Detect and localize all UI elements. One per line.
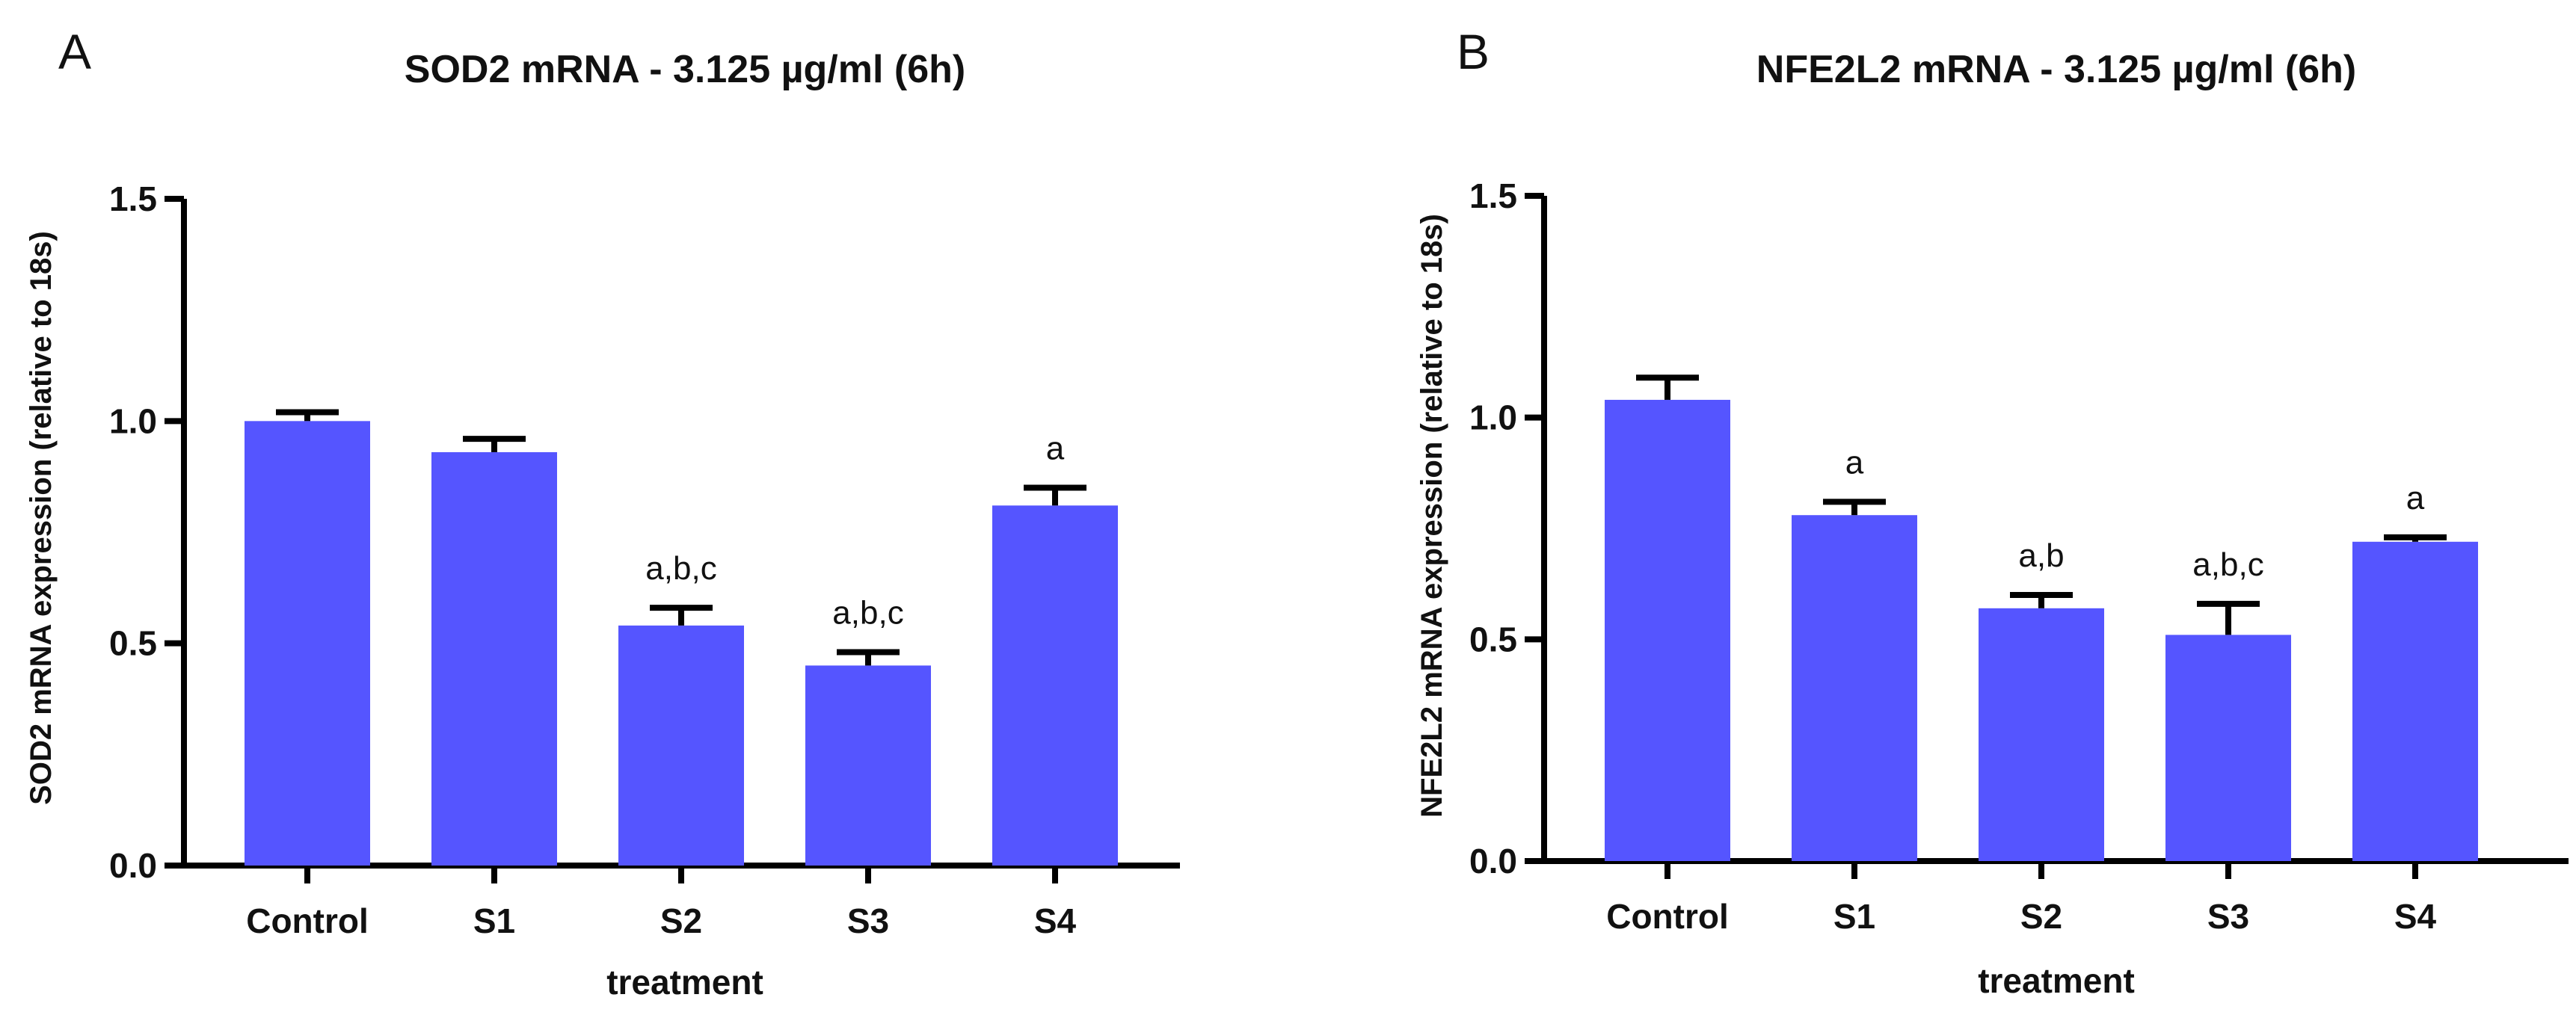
- bar: [805, 665, 931, 866]
- x-axis-label: treatment: [606, 963, 763, 1002]
- bar: [1605, 399, 1730, 861]
- category-label: S3: [2207, 897, 2249, 936]
- chart-b-svg: B NFE2L2 mRNA - 3.125 µg/ml (6h) NFE2L2 …: [1415, 24, 2569, 1000]
- chart-title: SOD2 mRNA - 3.125 µg/ml (6h): [405, 48, 965, 91]
- chart-title: NFE2L2 mRNA - 3.125 µg/ml (6h): [1756, 48, 2356, 91]
- category-label: S4: [1034, 901, 1077, 940]
- category-label: S2: [2020, 897, 2062, 936]
- category-label: S1: [473, 901, 515, 940]
- significance-label: a: [1046, 431, 1065, 467]
- chart-a-svg: A SOD2 mRNA - 3.125 µg/ml (6h) SOD2 mRNA…: [25, 24, 1180, 1002]
- category-label: S2: [660, 901, 702, 940]
- x-axis-label: treatment: [1978, 961, 2135, 1000]
- bar: [618, 625, 744, 866]
- significance-label: a,b,c: [645, 550, 716, 587]
- significance-label: a,b,c: [2192, 546, 2263, 583]
- bar: [1979, 608, 2104, 861]
- chart-panel-a: A SOD2 mRNA - 3.125 µg/ml (6h) SOD2 mRNA…: [25, 24, 1180, 1002]
- panel-letter: A: [58, 24, 91, 79]
- chart-b-marks: 0.0 0.5 1.0 1.5 Control S1 a S2 a,b S3 a,b,c S4 a: [1469, 176, 2569, 936]
- chart-panel-b: B NFE2L2 mRNA - 3.125 µg/ml (6h) NFE2L2 …: [1288, 0, 2576, 1024]
- significance-label: a,b,c: [832, 595, 903, 632]
- bar: [431, 451, 557, 866]
- category-label: S1: [1833, 897, 1875, 936]
- significance-label: a: [2406, 480, 2425, 516]
- y-tick-label: 0.5: [1469, 620, 1517, 658]
- bar: [245, 421, 370, 866]
- bar: [2352, 541, 2478, 861]
- y-tick-label: 1.0: [1469, 398, 1517, 437]
- significance-label: a: [1845, 444, 1864, 481]
- bar: [992, 505, 1118, 866]
- bar: [2165, 635, 2291, 861]
- chart-a-marks: 0.0 0.5 1.0 1.5 Control S1 S2 a,b,c S3 a,b,c S4 a: [109, 179, 1180, 940]
- y-tick-label: 0.0: [109, 846, 157, 885]
- y-tick-label: 1.5: [1469, 176, 1517, 215]
- y-axis-label: SOD2 mRNA expression (relative to 18s): [25, 231, 58, 805]
- category-label: S3: [847, 901, 889, 940]
- category-label: S4: [2394, 897, 2437, 936]
- category-label: Control: [246, 901, 369, 940]
- category-label: Control: [1606, 897, 1729, 936]
- significance-label: a,b: [2018, 537, 2064, 574]
- y-axis-label: NFE2L2 mRNA expression (relative to 18s): [1415, 214, 1448, 818]
- y-tick-label: 1.5: [109, 179, 157, 218]
- y-tick-label: 0.0: [1469, 842, 1517, 880]
- bar: [1792, 515, 1917, 861]
- y-tick-label: 1.0: [109, 401, 157, 440]
- panel-letter: B: [1457, 24, 1490, 79]
- y-tick-label: 0.5: [109, 624, 157, 663]
